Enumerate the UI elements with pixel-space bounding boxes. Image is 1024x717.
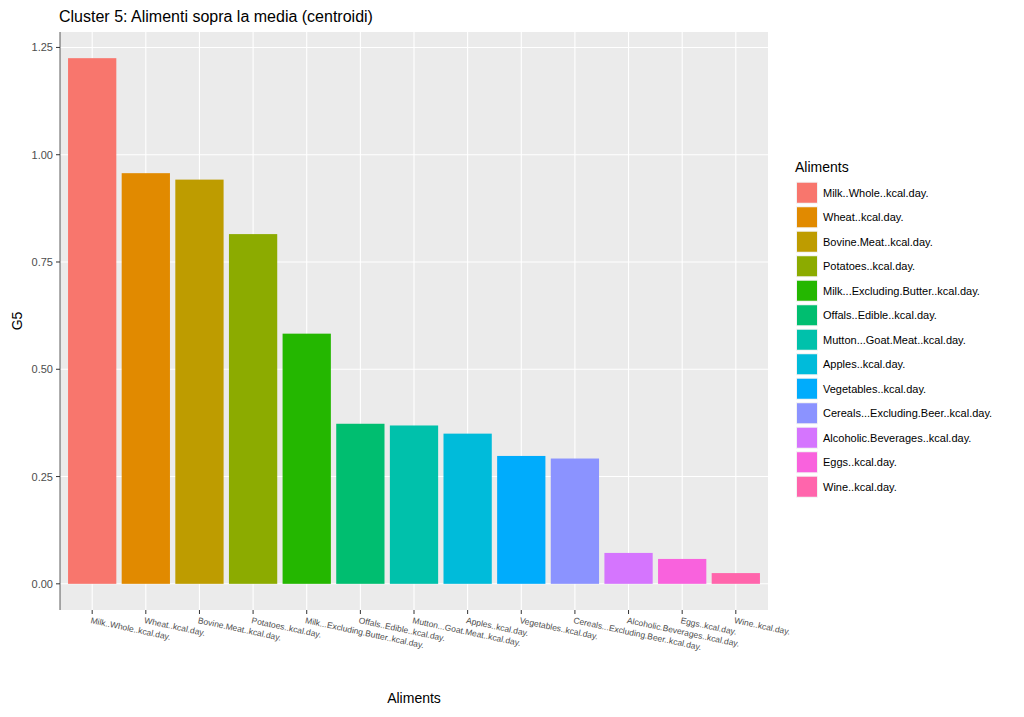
grid-line-x (628, 32, 629, 610)
legend-label: Milk..Whole..kcal.day. (823, 187, 929, 199)
plot-background (60, 32, 768, 610)
x-tick-label: Wheat..kcal.day. (143, 615, 206, 638)
legend-key (797, 452, 817, 472)
bar (229, 234, 277, 584)
y-tick (56, 583, 60, 584)
y-tick (56, 261, 60, 262)
bar (551, 459, 599, 584)
bar (604, 553, 652, 584)
bar (122, 173, 170, 584)
legend: Aliments Milk..Whole..kcal.day. Wheat..kca… (795, 159, 992, 498)
legend-label: Wheat..kcal.day. (823, 211, 904, 223)
x-tick (521, 610, 522, 614)
bar (712, 573, 760, 584)
x-tick (360, 610, 361, 614)
y-tick-label: 0.00 (32, 578, 53, 590)
legend-key (797, 428, 817, 448)
legend-key (797, 305, 817, 325)
legend-key (797, 354, 817, 374)
legend-key-bg (796, 231, 818, 253)
bar (658, 559, 706, 584)
legend-key-bg (796, 182, 818, 204)
legend-key-bg (796, 402, 818, 424)
x-tick (92, 610, 93, 614)
legend-key-bg (796, 329, 818, 351)
bar (390, 425, 438, 583)
y-tick-label: 1.00 (32, 149, 53, 161)
x-tick (199, 610, 200, 614)
legend-label: Vegetables..kcal.day. (823, 383, 926, 395)
legend-key-bg (796, 255, 818, 277)
y-tick (56, 369, 60, 370)
bar (444, 434, 492, 584)
grid-line-y (60, 47, 768, 48)
legend-key (797, 281, 817, 301)
legend-key-bg (796, 476, 818, 498)
x-tick-label: Wine..kcal.day. (733, 615, 791, 637)
legend-key-bg (796, 378, 818, 400)
legend-key-bg (796, 280, 818, 302)
x-tick (682, 610, 683, 614)
legend-key (797, 183, 817, 203)
grid-line-x (682, 32, 683, 610)
x-axis-title: Aliments (387, 690, 441, 706)
x-tick (735, 610, 736, 614)
legend-label: Offals..Edible..kcal.day. (823, 309, 937, 321)
y-tick-label: 1.25 (32, 41, 53, 53)
legend-label: Bovine.Meat..kcal.day. (823, 236, 933, 248)
legend-key (797, 330, 817, 350)
y-tick (56, 154, 60, 155)
legend-key (797, 207, 817, 227)
legend-label: Apples..kcal.day. (823, 358, 905, 370)
y-tick-label: 0.75 (32, 256, 53, 268)
legend-key-bg (796, 427, 818, 449)
legend-label: Eggs..kcal.day. (823, 456, 897, 468)
x-tick (628, 610, 629, 614)
chart: 0.00 0.25 0.50 0.75 1.00 1.25 Milk..Whole..kca… (0, 0, 1024, 717)
legend-key-bg (796, 304, 818, 326)
legend-key (797, 477, 817, 497)
legend-label: Alcoholic.Beverages..kcal.day. (823, 432, 971, 444)
bar (497, 456, 545, 584)
legend-label: Milk...Excluding.Butter..kcal.day. (823, 285, 980, 297)
y-tick-label: 0.25 (32, 471, 53, 483)
y-axis-line (60, 32, 61, 610)
x-tick (145, 610, 146, 614)
legend-label: Cereals...Excluding.Beer..kcal.day. (823, 407, 992, 419)
x-tick-label: Eggs..kcal.day. (680, 615, 738, 637)
bar (336, 424, 384, 584)
x-tick (306, 610, 307, 614)
x-tick (253, 610, 254, 614)
bar (68, 58, 116, 584)
legend-key (797, 403, 817, 423)
y-tick (56, 47, 60, 48)
bar (175, 180, 223, 584)
legend-key (797, 379, 817, 399)
y-tick (56, 476, 60, 477)
legend-label: Mutton...Goat.Meat..kcal.day. (823, 334, 966, 346)
legend-key (797, 232, 817, 252)
title: Cluster 5: Alimenti sopra la media (cent… (59, 8, 373, 25)
legend-label: Wine..kcal.day. (823, 481, 897, 493)
legend-key-bg (796, 451, 818, 473)
bar (283, 334, 331, 584)
grid-line-x (735, 32, 736, 610)
legend-key-bg (796, 353, 818, 375)
grid-line-y (60, 154, 768, 155)
y-axis-title: G5 (9, 311, 25, 330)
legend-key-bg (796, 206, 818, 228)
bars (68, 58, 760, 584)
x-tick-label: Alcoholic.Beverages..kcal.day. (626, 615, 740, 649)
legend-title: Aliments (795, 159, 849, 175)
legend-label: Potatoes..kcal.day. (823, 260, 915, 272)
legend-key (797, 256, 817, 276)
x-tick (414, 610, 415, 614)
y-tick-label: 0.50 (32, 363, 53, 375)
x-tick (467, 610, 468, 614)
x-tick (574, 610, 575, 614)
